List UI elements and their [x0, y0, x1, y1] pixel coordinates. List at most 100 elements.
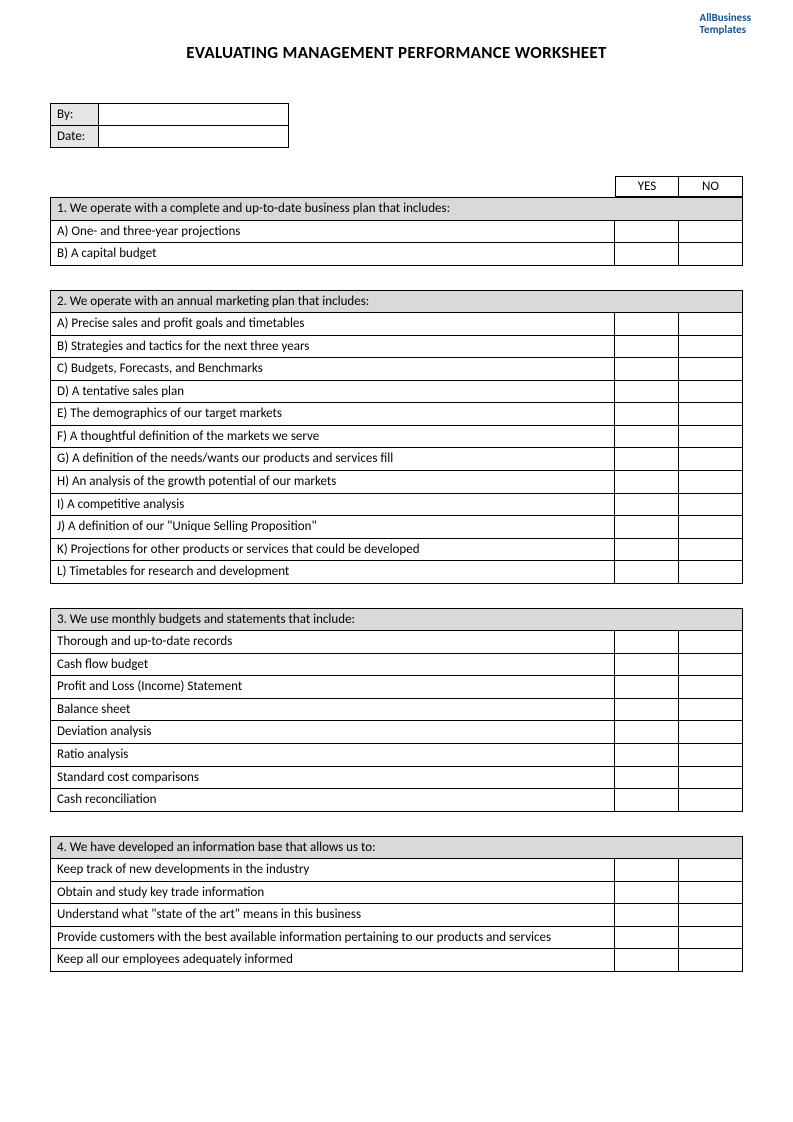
header-spacer [50, 176, 615, 197]
table-row: Provide customers with the best availabl… [51, 926, 743, 949]
section: 3. We use monthly budgets and statements… [50, 608, 743, 812]
no-cell[interactable] [679, 789, 743, 812]
yes-cell[interactable] [615, 425, 679, 448]
no-cell[interactable] [679, 744, 743, 767]
yes-cell[interactable] [615, 698, 679, 721]
no-cell[interactable] [679, 904, 743, 927]
no-cell[interactable] [679, 881, 743, 904]
section: 4. We have developed an information base… [50, 836, 743, 972]
no-cell[interactable] [679, 516, 743, 539]
yes-cell[interactable] [615, 448, 679, 471]
yes-cell[interactable] [615, 744, 679, 767]
no-cell[interactable] [679, 653, 743, 676]
section-title: 1. We operate with a complete and up-to-… [51, 198, 743, 221]
no-cell[interactable] [679, 538, 743, 561]
table-row: Profit and Loss (Income) Statement [51, 676, 743, 699]
yes-cell[interactable] [615, 859, 679, 882]
no-cell[interactable] [679, 358, 743, 381]
no-cell[interactable] [679, 859, 743, 882]
question-cell: D) A tentative sales plan [51, 380, 615, 403]
question-cell: Cash reconciliation [51, 789, 615, 812]
no-cell[interactable] [679, 766, 743, 789]
yes-cell[interactable] [615, 538, 679, 561]
question-cell: B) A capital budget [51, 243, 615, 266]
yes-cell[interactable] [615, 243, 679, 266]
no-cell[interactable] [679, 425, 743, 448]
yes-cell[interactable] [615, 380, 679, 403]
yes-cell[interactable] [615, 949, 679, 972]
question-cell: A) One- and three-year projections [51, 220, 615, 243]
yes-cell[interactable] [615, 516, 679, 539]
question-cell: Thorough and up-to-date records [51, 631, 615, 654]
yes-cell[interactable] [615, 653, 679, 676]
yes-cell[interactable] [615, 631, 679, 654]
table-row: F) A thoughtful definition of the market… [51, 425, 743, 448]
question-cell: Balance sheet [51, 698, 615, 721]
table-row: A) One- and three-year projections [51, 220, 743, 243]
question-cell: J) A definition of our "Unique Selling P… [51, 516, 615, 539]
yes-cell[interactable] [615, 926, 679, 949]
no-cell[interactable] [679, 220, 743, 243]
table-row: G) A definition of the needs/wants our p… [51, 448, 743, 471]
table-row: Keep all our employees adequately inform… [51, 949, 743, 972]
no-cell[interactable] [679, 243, 743, 266]
question-cell: I) A competitive analysis [51, 493, 615, 516]
yes-cell[interactable] [615, 471, 679, 494]
yes-cell[interactable] [615, 335, 679, 358]
section-title: 4. We have developed an information base… [51, 836, 743, 859]
yes-cell[interactable] [615, 676, 679, 699]
table-row: B) Strategies and tactics for the next t… [51, 335, 743, 358]
no-cell[interactable] [679, 631, 743, 654]
no-cell[interactable] [679, 676, 743, 699]
yes-cell[interactable] [615, 789, 679, 812]
no-cell[interactable] [679, 698, 743, 721]
question-cell: Obtain and study key trade information [51, 881, 615, 904]
section-title-row: 4. We have developed an information base… [51, 836, 743, 859]
question-cell: Profit and Loss (Income) Statement [51, 676, 615, 699]
section-table: 1. We operate with a complete and up-to-… [50, 197, 743, 266]
table-row: Keep track of new developments in the in… [51, 859, 743, 882]
yes-cell[interactable] [615, 403, 679, 426]
section-title-row: 2. We operate with an annual marketing p… [51, 290, 743, 313]
yes-cell[interactable] [615, 881, 679, 904]
no-cell[interactable] [679, 448, 743, 471]
question-cell: F) A thoughtful definition of the market… [51, 425, 615, 448]
table-row: B) A capital budget [51, 243, 743, 266]
no-cell[interactable] [679, 403, 743, 426]
yes-cell[interactable] [615, 904, 679, 927]
section: 2. We operate with an annual marketing p… [50, 290, 743, 584]
no-cell[interactable] [679, 949, 743, 972]
meta-by-value[interactable] [99, 104, 289, 126]
table-row: Deviation analysis [51, 721, 743, 744]
meta-table: By: Date: [50, 103, 289, 148]
no-cell[interactable] [679, 335, 743, 358]
table-row: Cash flow budget [51, 653, 743, 676]
no-cell[interactable] [679, 926, 743, 949]
page-title: EVALUATING MANAGEMENT PERFORMANCE WORKSH… [50, 42, 743, 63]
section-table: 3. We use monthly budgets and statements… [50, 608, 743, 812]
no-cell[interactable] [679, 471, 743, 494]
no-cell[interactable] [679, 561, 743, 584]
question-cell: L) Timetables for research and developme… [51, 561, 615, 584]
table-row: L) Timetables for research and developme… [51, 561, 743, 584]
question-cell: Standard cost comparisons [51, 766, 615, 789]
question-cell: Provide customers with the best availabl… [51, 926, 615, 949]
watermark-line2: Templates [700, 24, 751, 36]
table-row: Cash reconciliation [51, 789, 743, 812]
no-cell[interactable] [679, 493, 743, 516]
yes-cell[interactable] [615, 313, 679, 336]
yes-cell[interactable] [615, 493, 679, 516]
yes-cell[interactable] [615, 561, 679, 584]
yes-cell[interactable] [615, 721, 679, 744]
table-row: I) A competitive analysis [51, 493, 743, 516]
section-title-row: 3. We use monthly budgets and statements… [51, 608, 743, 631]
no-cell[interactable] [679, 721, 743, 744]
yes-cell[interactable] [615, 220, 679, 243]
meta-date-value[interactable] [99, 126, 289, 148]
section-table: 4. We have developed an information base… [50, 836, 743, 972]
table-row: Obtain and study key trade information [51, 881, 743, 904]
yes-cell[interactable] [615, 358, 679, 381]
no-cell[interactable] [679, 380, 743, 403]
yes-cell[interactable] [615, 766, 679, 789]
no-cell[interactable] [679, 313, 743, 336]
